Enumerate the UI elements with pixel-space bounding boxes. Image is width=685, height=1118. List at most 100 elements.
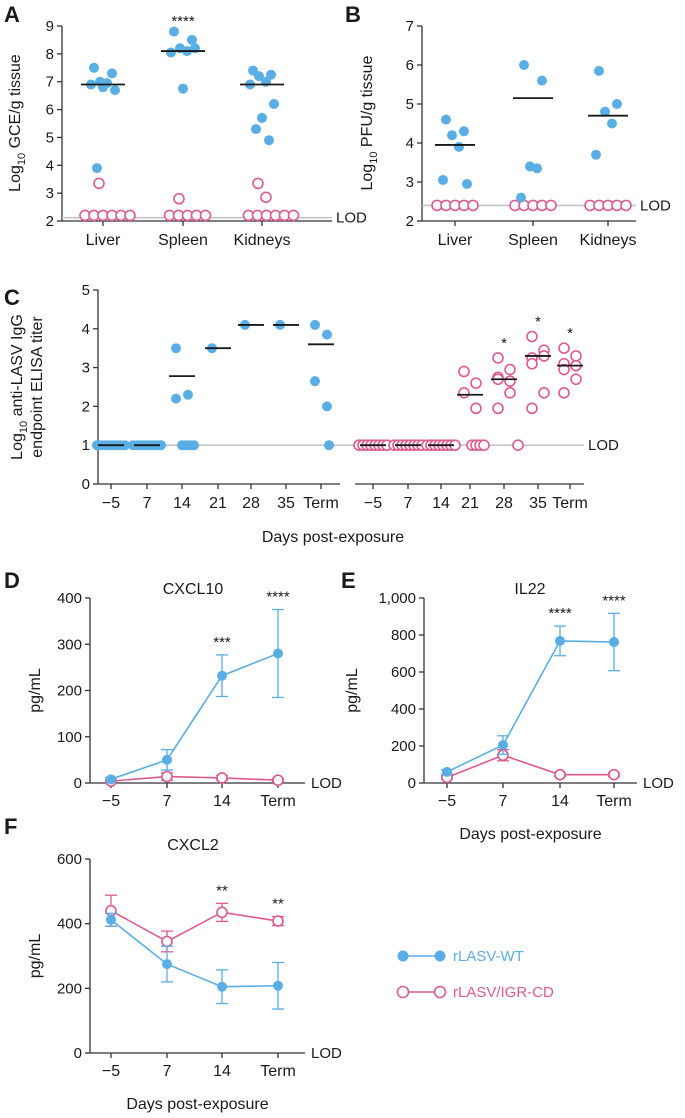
- panel-d-significance: ****: [266, 589, 290, 606]
- legend-wt-marker-left: [397, 950, 409, 962]
- panel-d-point-wt: [162, 754, 172, 765]
- panel-d-x-tick-label: 14: [213, 793, 231, 810]
- panel-c-y-tick-label: 0: [82, 476, 90, 493]
- panel-f-x-label: Days post-exposure: [126, 1096, 268, 1113]
- panel-f-point-igr: [272, 915, 284, 927]
- panel-b-point-wt: [607, 118, 617, 129]
- panel-c-point-wt: [183, 389, 193, 400]
- panel-e-point-wt: [442, 766, 452, 777]
- panel-c-point-igr: [538, 387, 550, 399]
- panel-a-y-tick-label: 8: [46, 46, 54, 63]
- panel-c-y-tick-label: 2: [82, 398, 90, 415]
- panel-f-line-igr: [110, 910, 279, 943]
- panel-e-y-tick-label: 400: [391, 701, 416, 718]
- panel-c-point-igr: [570, 373, 582, 386]
- panel-e-point-igr: [554, 768, 566, 781]
- panel-e-x-tick-label: 7: [499, 793, 508, 810]
- panel-f-significance: **: [272, 896, 284, 913]
- panel-a-x-tick-label: Kidneys: [234, 232, 291, 249]
- panel-d-lod-label: LOD: [311, 775, 342, 792]
- panel-c-point-wt: [120, 440, 130, 451]
- panel-e-x-label: Days post-exposure: [459, 826, 601, 843]
- panel-a-point-wt: [107, 68, 117, 79]
- panel-d-significance: ***: [213, 634, 231, 651]
- panel-f-point-wt: [273, 980, 283, 991]
- panel-c-point-wt: [310, 376, 320, 387]
- panel-b-point-wt: [612, 99, 622, 109]
- panel-c-point-igr: [558, 342, 570, 355]
- panel-c-point-igr: [526, 357, 538, 370]
- panel-a-point-wt: [251, 124, 261, 135]
- legend-wt-marker-right: [434, 950, 446, 962]
- panel-d-y-tick-label: 300: [57, 636, 82, 653]
- panel-b-point-wt: [454, 141, 464, 152]
- panel-b-x-tick-label: Liver: [438, 232, 473, 249]
- panel-a-y-tick-label: 6: [46, 102, 54, 119]
- panel-c-point-igr: [570, 350, 582, 362]
- panel-e-y-label: pg/mL: [344, 668, 361, 713]
- panel-f-x-tick-label: Term: [260, 1063, 296, 1080]
- panel-d-y-tick-label: 400: [57, 590, 82, 607]
- panel-f-x-tick-label: 7: [163, 1063, 172, 1080]
- panel-a-y-label: Log10 GCE/g tissue: [7, 54, 28, 192]
- panel-a-x-tick-label: Liver: [86, 232, 121, 249]
- panel-c-point-igr: [504, 387, 516, 399]
- panel-e-point-wt: [498, 740, 508, 751]
- panel-c-point-igr: [526, 402, 538, 415]
- panel-b-point-wt: [532, 163, 542, 174]
- panel-a-point-wt: [264, 135, 274, 146]
- panel-e-point-wt: [609, 637, 619, 648]
- panel-f-point-wt: [217, 981, 227, 992]
- panel-c-point-igr: [478, 439, 490, 452]
- panel-c-x-tick-label: 21: [461, 495, 479, 512]
- panel-d-point-igr: [272, 774, 284, 787]
- panel-e-title: IL22: [514, 581, 545, 598]
- panel-b-point-wt: [441, 114, 451, 125]
- panel-a-significance: ****: [171, 13, 195, 30]
- panel-letter-e: E: [341, 568, 356, 593]
- panel-c-y-tick-label: 4: [82, 321, 90, 338]
- panel-c-point-wt: [322, 329, 332, 340]
- panel-a-point-igr: [287, 209, 300, 222]
- panel-f-significance: **: [216, 882, 228, 899]
- panel-a-y-tick-label: 4: [46, 157, 54, 174]
- panel-d-point-wt: [273, 648, 283, 659]
- panel-c-x-tick-label: Term: [552, 495, 588, 512]
- panel-c-significance: *: [501, 335, 507, 352]
- panel-b-y-tick-label: 3: [406, 174, 414, 191]
- panel-a-y-tick-label: 9: [46, 18, 54, 35]
- panel-a-point-wt: [187, 34, 197, 45]
- panel-b-y-tick-label: 6: [406, 57, 414, 74]
- panel-a-point-wt: [92, 163, 102, 174]
- panel-f-title: CXCL2: [167, 837, 219, 854]
- panel-b-y-label: Log10 PFU/g tissue: [359, 55, 380, 190]
- panel-e-x-tick-label: −5: [438, 793, 456, 810]
- legend-igr-marker-left: [396, 985, 410, 999]
- panel-a-point-wt: [178, 83, 188, 94]
- panel-f-lod-label: LOD: [311, 1045, 342, 1062]
- panel-d-line-igr: [110, 775, 279, 782]
- panel-b-x-tick-label: Kidneys: [580, 232, 637, 249]
- panel-c-lod-label: LOD: [588, 437, 619, 454]
- panel-f-point-igr: [216, 906, 228, 919]
- panel-d-x-tick-label: −5: [102, 793, 120, 810]
- panel-e-y-tick-label: 1,000: [378, 590, 416, 607]
- panel-b-point-igr: [545, 199, 557, 212]
- panel-letter-b: B: [345, 2, 361, 27]
- panel-e-chart: 0 200 400 600 800 1,000 LOD IL22 pg/mL −5 7 14 Term D…: [344, 581, 674, 843]
- panel-b-point-wt: [438, 175, 448, 186]
- panel-letter-f: F: [4, 814, 17, 839]
- panel-b-point-wt: [537, 75, 547, 86]
- panel-a-point-wt: [89, 62, 99, 73]
- panel-e-significance: ****: [602, 592, 626, 609]
- panel-b-point-wt: [594, 65, 604, 76]
- panel-a-point-wt: [254, 71, 264, 82]
- panel-a-point-wt: [257, 112, 267, 123]
- panel-a-lod-label: LOD: [336, 210, 367, 227]
- panel-c-significance: *: [567, 325, 573, 342]
- panel-b-point-wt: [516, 192, 526, 203]
- panel-a-point-igr: [260, 191, 272, 204]
- panel-c-x-tick-label: 28: [242, 495, 260, 512]
- panel-f-y-label: pg/mL: [27, 934, 44, 979]
